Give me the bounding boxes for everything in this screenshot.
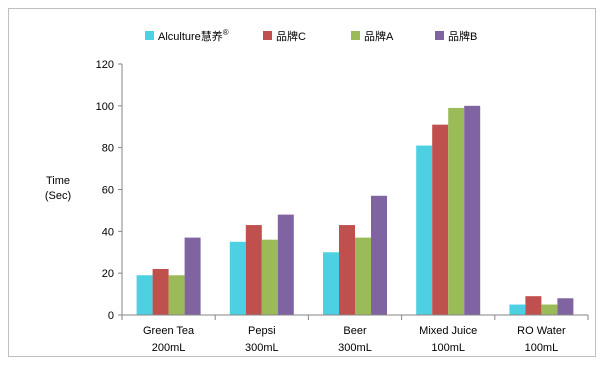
bars	[136, 105, 574, 316]
legend-swatch	[145, 31, 154, 40]
y-tick-label: 120	[96, 59, 114, 71]
y-axis-label-line1: Time	[46, 175, 70, 187]
y-tick-label: 0	[108, 310, 114, 322]
x-category-volume: 300mL	[338, 342, 372, 354]
legend-swatch	[351, 31, 360, 40]
y-tick-label: 100	[96, 101, 114, 113]
bar-2-5	[525, 296, 542, 315]
bar-1-2	[229, 241, 246, 315]
y-axis: 0 20 40 60 80 100 120	[96, 59, 123, 322]
bar-2-1	[152, 268, 169, 315]
x-category-volume: 300mL	[245, 342, 279, 354]
bar-3-3	[355, 237, 371, 315]
x-category-label: RO Water	[517, 325, 566, 337]
x-category-label: Pepsi	[248, 325, 276, 337]
x-category-volume: 100mL	[431, 342, 465, 354]
bar-4-2	[277, 214, 294, 315]
bar-2-3	[339, 225, 355, 315]
bar-2-4	[432, 124, 449, 316]
bar-4-5	[557, 298, 574, 315]
bar-1-4	[416, 145, 433, 315]
legend-label: Alculture慧养®	[158, 28, 229, 43]
y-tick-label: 60	[102, 185, 114, 197]
x-category-label: Beer	[343, 325, 367, 337]
bar-4-3	[371, 195, 387, 315]
legend-label: 品牌B	[448, 29, 477, 43]
y-axis-label-line2: (Sec)	[45, 190, 71, 202]
legend: Alculture慧养® 品牌C 品牌A 品牌B	[145, 28, 477, 43]
bar-1-1	[136, 275, 153, 315]
bar-4-1	[184, 237, 201, 315]
legend-label: 品牌A	[364, 29, 394, 43]
legend-swatch	[435, 31, 444, 40]
bar-1-5	[509, 304, 526, 315]
x-axis: Green Tea 200mL Pepsi 300mL Beer 300mL Mixed J…	[121, 314, 589, 354]
bar-3-2	[261, 239, 278, 315]
bar-3-4	[448, 107, 465, 315]
bar-4-4	[464, 105, 481, 315]
x-category-label: Mixed Juice	[419, 325, 477, 337]
legend-swatch	[263, 31, 272, 40]
bar-3-1	[168, 275, 185, 315]
x-category-label: Green Tea	[143, 325, 195, 337]
chart-frame	[8, 8, 596, 357]
y-tick-label: 40	[102, 226, 114, 238]
y-tick-label: 20	[102, 268, 114, 280]
bar-2-2	[245, 225, 262, 315]
bar-3-5	[541, 304, 558, 315]
legend-label: 品牌C	[276, 29, 306, 43]
x-category-volume: 200mL	[152, 342, 186, 354]
x-category-volume: 100mL	[525, 342, 559, 354]
bar-1-3	[323, 252, 339, 315]
y-tick-label: 80	[102, 143, 114, 155]
